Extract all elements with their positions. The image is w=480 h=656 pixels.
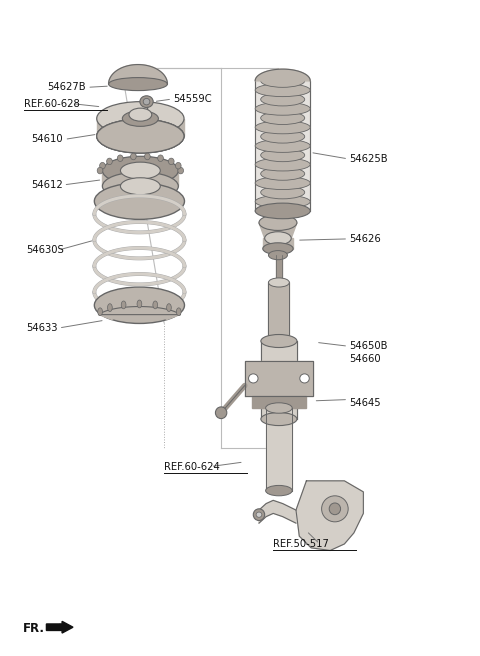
Ellipse shape bbox=[261, 93, 305, 106]
Ellipse shape bbox=[264, 232, 291, 245]
Ellipse shape bbox=[261, 74, 305, 87]
Ellipse shape bbox=[300, 374, 309, 383]
Ellipse shape bbox=[261, 335, 297, 348]
Text: 54626: 54626 bbox=[349, 234, 381, 244]
Ellipse shape bbox=[102, 156, 179, 185]
Ellipse shape bbox=[259, 215, 297, 230]
Ellipse shape bbox=[153, 301, 157, 309]
Ellipse shape bbox=[122, 111, 158, 127]
Text: FR.: FR. bbox=[23, 622, 45, 635]
Ellipse shape bbox=[97, 167, 103, 174]
Ellipse shape bbox=[216, 407, 227, 419]
Polygon shape bbox=[268, 283, 289, 341]
Ellipse shape bbox=[108, 304, 112, 312]
Ellipse shape bbox=[96, 119, 184, 153]
Ellipse shape bbox=[265, 403, 292, 413]
Ellipse shape bbox=[268, 251, 288, 260]
Ellipse shape bbox=[255, 83, 310, 96]
Text: 54633: 54633 bbox=[26, 323, 58, 333]
Ellipse shape bbox=[261, 167, 305, 180]
Ellipse shape bbox=[102, 172, 179, 201]
Text: 54610: 54610 bbox=[31, 134, 63, 144]
Ellipse shape bbox=[108, 77, 168, 91]
Ellipse shape bbox=[167, 304, 171, 312]
Ellipse shape bbox=[261, 205, 305, 217]
Text: 54630S: 54630S bbox=[26, 245, 64, 255]
Ellipse shape bbox=[98, 308, 102, 316]
Ellipse shape bbox=[249, 374, 258, 383]
Ellipse shape bbox=[265, 485, 292, 496]
Ellipse shape bbox=[117, 155, 123, 161]
Polygon shape bbox=[47, 621, 73, 633]
Ellipse shape bbox=[176, 308, 181, 316]
Polygon shape bbox=[99, 306, 180, 319]
Text: 54650B: 54650B bbox=[349, 341, 388, 351]
Polygon shape bbox=[259, 501, 296, 523]
Ellipse shape bbox=[120, 178, 160, 195]
Ellipse shape bbox=[168, 158, 174, 165]
Ellipse shape bbox=[255, 102, 310, 115]
Ellipse shape bbox=[255, 195, 310, 208]
Polygon shape bbox=[102, 171, 179, 186]
Ellipse shape bbox=[120, 162, 160, 179]
Ellipse shape bbox=[107, 158, 112, 165]
Polygon shape bbox=[296, 481, 363, 550]
Ellipse shape bbox=[143, 98, 150, 105]
Polygon shape bbox=[108, 64, 168, 84]
Ellipse shape bbox=[121, 301, 126, 309]
Polygon shape bbox=[263, 238, 293, 249]
Polygon shape bbox=[255, 81, 310, 211]
Ellipse shape bbox=[261, 112, 305, 125]
Ellipse shape bbox=[322, 496, 348, 522]
Ellipse shape bbox=[261, 130, 305, 143]
Ellipse shape bbox=[131, 154, 136, 160]
Ellipse shape bbox=[144, 154, 150, 160]
Ellipse shape bbox=[96, 119, 184, 153]
Ellipse shape bbox=[96, 119, 184, 153]
Ellipse shape bbox=[329, 503, 341, 515]
Ellipse shape bbox=[100, 163, 105, 169]
Ellipse shape bbox=[255, 139, 310, 152]
Ellipse shape bbox=[140, 96, 153, 108]
Ellipse shape bbox=[178, 167, 183, 174]
Polygon shape bbox=[261, 341, 297, 419]
Ellipse shape bbox=[261, 186, 305, 199]
Ellipse shape bbox=[175, 163, 181, 169]
Polygon shape bbox=[265, 408, 292, 491]
Ellipse shape bbox=[263, 243, 293, 255]
Ellipse shape bbox=[95, 183, 184, 219]
Ellipse shape bbox=[255, 121, 310, 134]
Polygon shape bbox=[96, 119, 184, 136]
Ellipse shape bbox=[268, 278, 289, 287]
Text: 54559C: 54559C bbox=[174, 94, 212, 104]
Text: 54645: 54645 bbox=[349, 398, 381, 408]
Polygon shape bbox=[276, 255, 282, 283]
Text: REF.60-628: REF.60-628 bbox=[24, 98, 80, 109]
Polygon shape bbox=[255, 69, 310, 81]
Text: 54625B: 54625B bbox=[349, 154, 388, 164]
Ellipse shape bbox=[158, 155, 163, 161]
Ellipse shape bbox=[255, 203, 310, 218]
Text: 54660: 54660 bbox=[349, 354, 381, 364]
Ellipse shape bbox=[137, 300, 142, 308]
Text: 54627B: 54627B bbox=[47, 83, 86, 92]
Text: REF.60-624: REF.60-624 bbox=[164, 462, 220, 472]
Ellipse shape bbox=[261, 149, 305, 161]
Polygon shape bbox=[245, 361, 313, 396]
Ellipse shape bbox=[253, 509, 264, 520]
Ellipse shape bbox=[255, 176, 310, 190]
Ellipse shape bbox=[256, 512, 262, 518]
Ellipse shape bbox=[95, 287, 184, 323]
Polygon shape bbox=[259, 222, 297, 238]
Ellipse shape bbox=[129, 108, 152, 121]
Text: REF.50-517: REF.50-517 bbox=[273, 539, 329, 549]
Ellipse shape bbox=[261, 413, 297, 426]
Polygon shape bbox=[252, 396, 306, 408]
Ellipse shape bbox=[96, 102, 184, 136]
Ellipse shape bbox=[268, 337, 289, 346]
Ellipse shape bbox=[255, 158, 310, 171]
Text: 54612: 54612 bbox=[31, 180, 63, 190]
